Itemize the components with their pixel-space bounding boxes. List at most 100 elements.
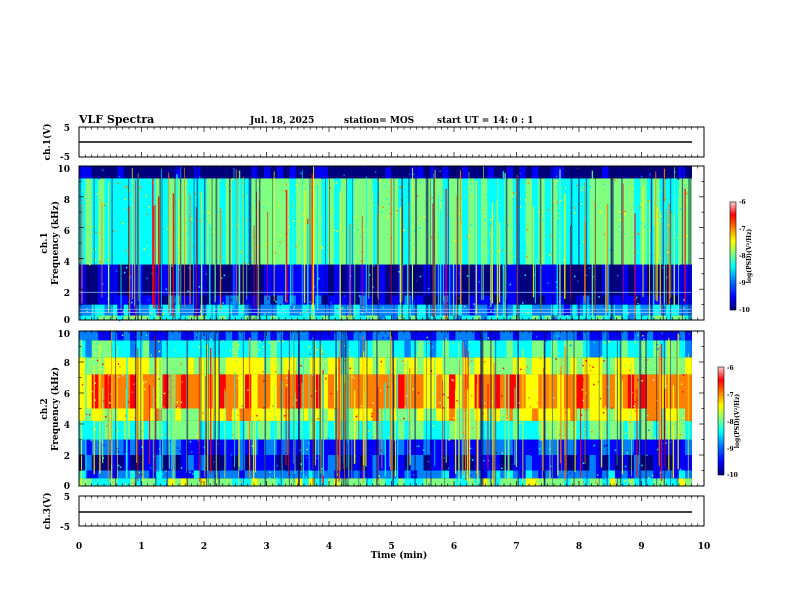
ch2-band-4-cell — [321, 420, 329, 440]
ch1-sferic — [608, 204, 610, 309]
ch1-band-1-cell — [449, 304, 456, 316]
ch2-speckle — [633, 338, 635, 341]
ch1-speckle — [468, 289, 471, 291]
ch2-band-6-cell — [200, 374, 207, 409]
ch2-band-8-cell — [429, 340, 437, 358]
ch2-band-7-cell — [468, 357, 475, 375]
ch2-speckle — [220, 401, 222, 403]
ch2-band-3-cell — [366, 439, 373, 455]
ch1-sferic — [81, 203, 83, 304]
ch2-speckle — [96, 420, 99, 422]
ch1-ytick-0: 0 — [64, 316, 70, 326]
ch2-band-1-cell — [206, 470, 214, 479]
ch1-band-1-cell — [130, 304, 137, 316]
ch2-band-8-cell — [321, 340, 329, 358]
ch1-speckle — [274, 318, 276, 321]
ch2-speckle — [251, 481, 254, 484]
ch2-sferic — [574, 370, 576, 473]
ch1-speckle — [519, 172, 521, 175]
ch1-speckle — [665, 262, 667, 265]
ch1-band-0-cell — [506, 315, 514, 320]
ch1-speckle — [632, 187, 635, 190]
ch1-band-3-cell — [563, 264, 571, 296]
ch2-speckle — [117, 363, 120, 365]
ch2-sferic — [504, 362, 506, 486]
ch2-speckle — [512, 460, 514, 462]
ch2-speckle — [106, 424, 108, 427]
ch1-band-2-cell — [168, 295, 176, 305]
ch1-band-4-cell — [219, 178, 227, 265]
ch1-speckle — [120, 172, 123, 175]
ch2-speckle — [111, 481, 114, 484]
ch2-speckle — [247, 389, 249, 391]
ch2-band-4-cell — [449, 420, 456, 440]
ch2-speckle — [251, 445, 254, 447]
ch1-speckle — [83, 196, 86, 198]
ch2-band-0-cell — [500, 478, 507, 486]
ch2-band-9-cell — [589, 331, 597, 341]
ch1-speckle — [499, 204, 502, 206]
ch1-band-4-cell — [104, 178, 112, 265]
ch2-speckle — [670, 365, 672, 368]
ch2-band-8-cell — [174, 340, 182, 358]
ch2-gap — [598, 331, 600, 486]
ch2-band-1-cell — [583, 470, 590, 479]
ch1-speckle — [580, 203, 583, 205]
ch2-band-7-cell — [429, 357, 437, 375]
ch1-speckle — [630, 303, 632, 305]
ch2-speckle — [520, 368, 522, 371]
ch1-speckle — [462, 170, 464, 172]
ch2-speckle — [527, 334, 529, 336]
ch2-sferic — [492, 366, 494, 484]
ch1-sferic — [301, 170, 303, 305]
ch2-speckle — [502, 367, 505, 370]
ch2-speckle — [591, 396, 593, 398]
ch3-waveform-ylabel: ch.3(V) — [42, 493, 53, 530]
ch1-speckle — [357, 191, 359, 194]
ch2-band-3-cell — [646, 439, 654, 455]
ch2-speckle — [387, 410, 390, 413]
ch3-waveform-ticks — [78, 496, 705, 526]
ch1-speckle — [315, 270, 318, 273]
ch1-speckle — [384, 199, 387, 202]
ch1-sferic — [439, 209, 442, 318]
ch2-spectrogram-panel: 0 2 4 6 8 10 ch.2 Frequency (kHz) — [40, 330, 705, 492]
ch1-band-0-cell — [340, 315, 348, 320]
ch1-band-2-cell — [557, 295, 565, 305]
ch2-band-3-cell — [187, 439, 195, 455]
ch2-speckle — [285, 469, 288, 472]
ch1-band-1-cell — [232, 304, 239, 316]
ch1-band-2-cell — [595, 295, 603, 305]
ch2-band-1-cell — [525, 470, 533, 479]
ch1-band-5-cell — [410, 166, 418, 179]
ch2-band-4-cell — [372, 420, 380, 440]
ch1-speckle — [257, 183, 260, 185]
ch1-band-5-cell — [493, 166, 501, 179]
ch2-speckle — [558, 352, 560, 354]
ch1-gap — [447, 166, 449, 320]
ch2-band-8-cell — [219, 340, 227, 358]
ch1-speckle — [88, 317, 91, 319]
ch1-band-4-cell — [544, 178, 552, 265]
ch2-band-4-cell — [264, 420, 271, 440]
ch2-band-9-cell — [621, 331, 629, 341]
ch2-sferic — [288, 370, 289, 477]
ch1-speckle — [108, 207, 111, 210]
ch1-band-1-cell — [359, 304, 367, 316]
ch2-speckle — [79, 435, 81, 438]
ch1-speckle — [270, 279, 272, 282]
ch2-band-3-cell — [551, 439, 558, 455]
ch1-band-5-cell — [378, 166, 386, 179]
ch1-speckle — [672, 281, 675, 284]
ch2-band-6-cell — [423, 374, 431, 409]
ch2-speckle — [195, 336, 198, 339]
ch2-band-1-cell — [289, 470, 297, 479]
ch2-gap — [280, 331, 282, 486]
ch1-band-4-cell — [123, 178, 131, 265]
ch1-band-3-cell — [257, 264, 265, 296]
ch1-sferic — [437, 194, 439, 309]
ch2-sferic — [137, 348, 139, 481]
ch2-gap — [616, 331, 618, 486]
ch1-band-2-cell — [142, 295, 150, 305]
ch2-speckle — [305, 394, 307, 397]
